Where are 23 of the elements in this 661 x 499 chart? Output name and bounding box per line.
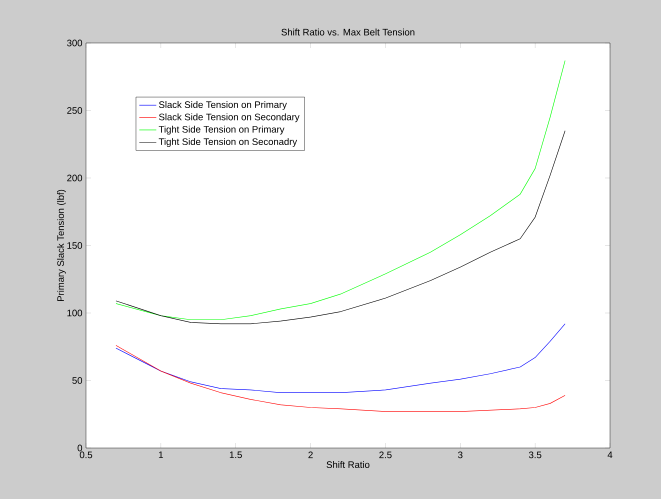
legend-label: Slack Side Tension on Primary bbox=[159, 101, 287, 110]
x-tick-label: 3 bbox=[458, 452, 462, 458]
x-tick-label: 1 bbox=[158, 452, 164, 458]
legend-label: Tight Side Tension on Primary bbox=[158, 126, 284, 135]
legend-label: Tight Side Tension on Seconadry bbox=[158, 138, 298, 147]
x-tick-label: 2 bbox=[308, 452, 313, 458]
y-axis-title: Primary Slack Tension (lbf) bbox=[57, 190, 66, 301]
y-tick-label: 250 bbox=[67, 107, 82, 114]
y-tick-label: 0 bbox=[78, 444, 82, 452]
x-tick-label: 0.5 bbox=[80, 452, 92, 458]
legend-label: Slack Side Tension on Secondary bbox=[159, 113, 300, 122]
y-tick-label: 200 bbox=[67, 174, 82, 182]
x-tick-label: 3.5 bbox=[528, 452, 542, 458]
chart-title: Shift Ratio vs. Max Belt Tension bbox=[281, 28, 414, 36]
y-tick-label: 150 bbox=[67, 242, 82, 249]
y-tick-label: 100 bbox=[67, 310, 82, 316]
x-tick-label: 4 bbox=[608, 452, 612, 458]
line-series bbox=[116, 60, 566, 320]
y-tick-label: 300 bbox=[67, 40, 82, 46]
x-tick-label: 1.5 bbox=[230, 452, 242, 458]
x-axis-title: Shift Ratio bbox=[326, 461, 370, 468]
y-tick-label: 50 bbox=[72, 377, 82, 384]
x-tick-label: 2.5 bbox=[379, 452, 392, 458]
